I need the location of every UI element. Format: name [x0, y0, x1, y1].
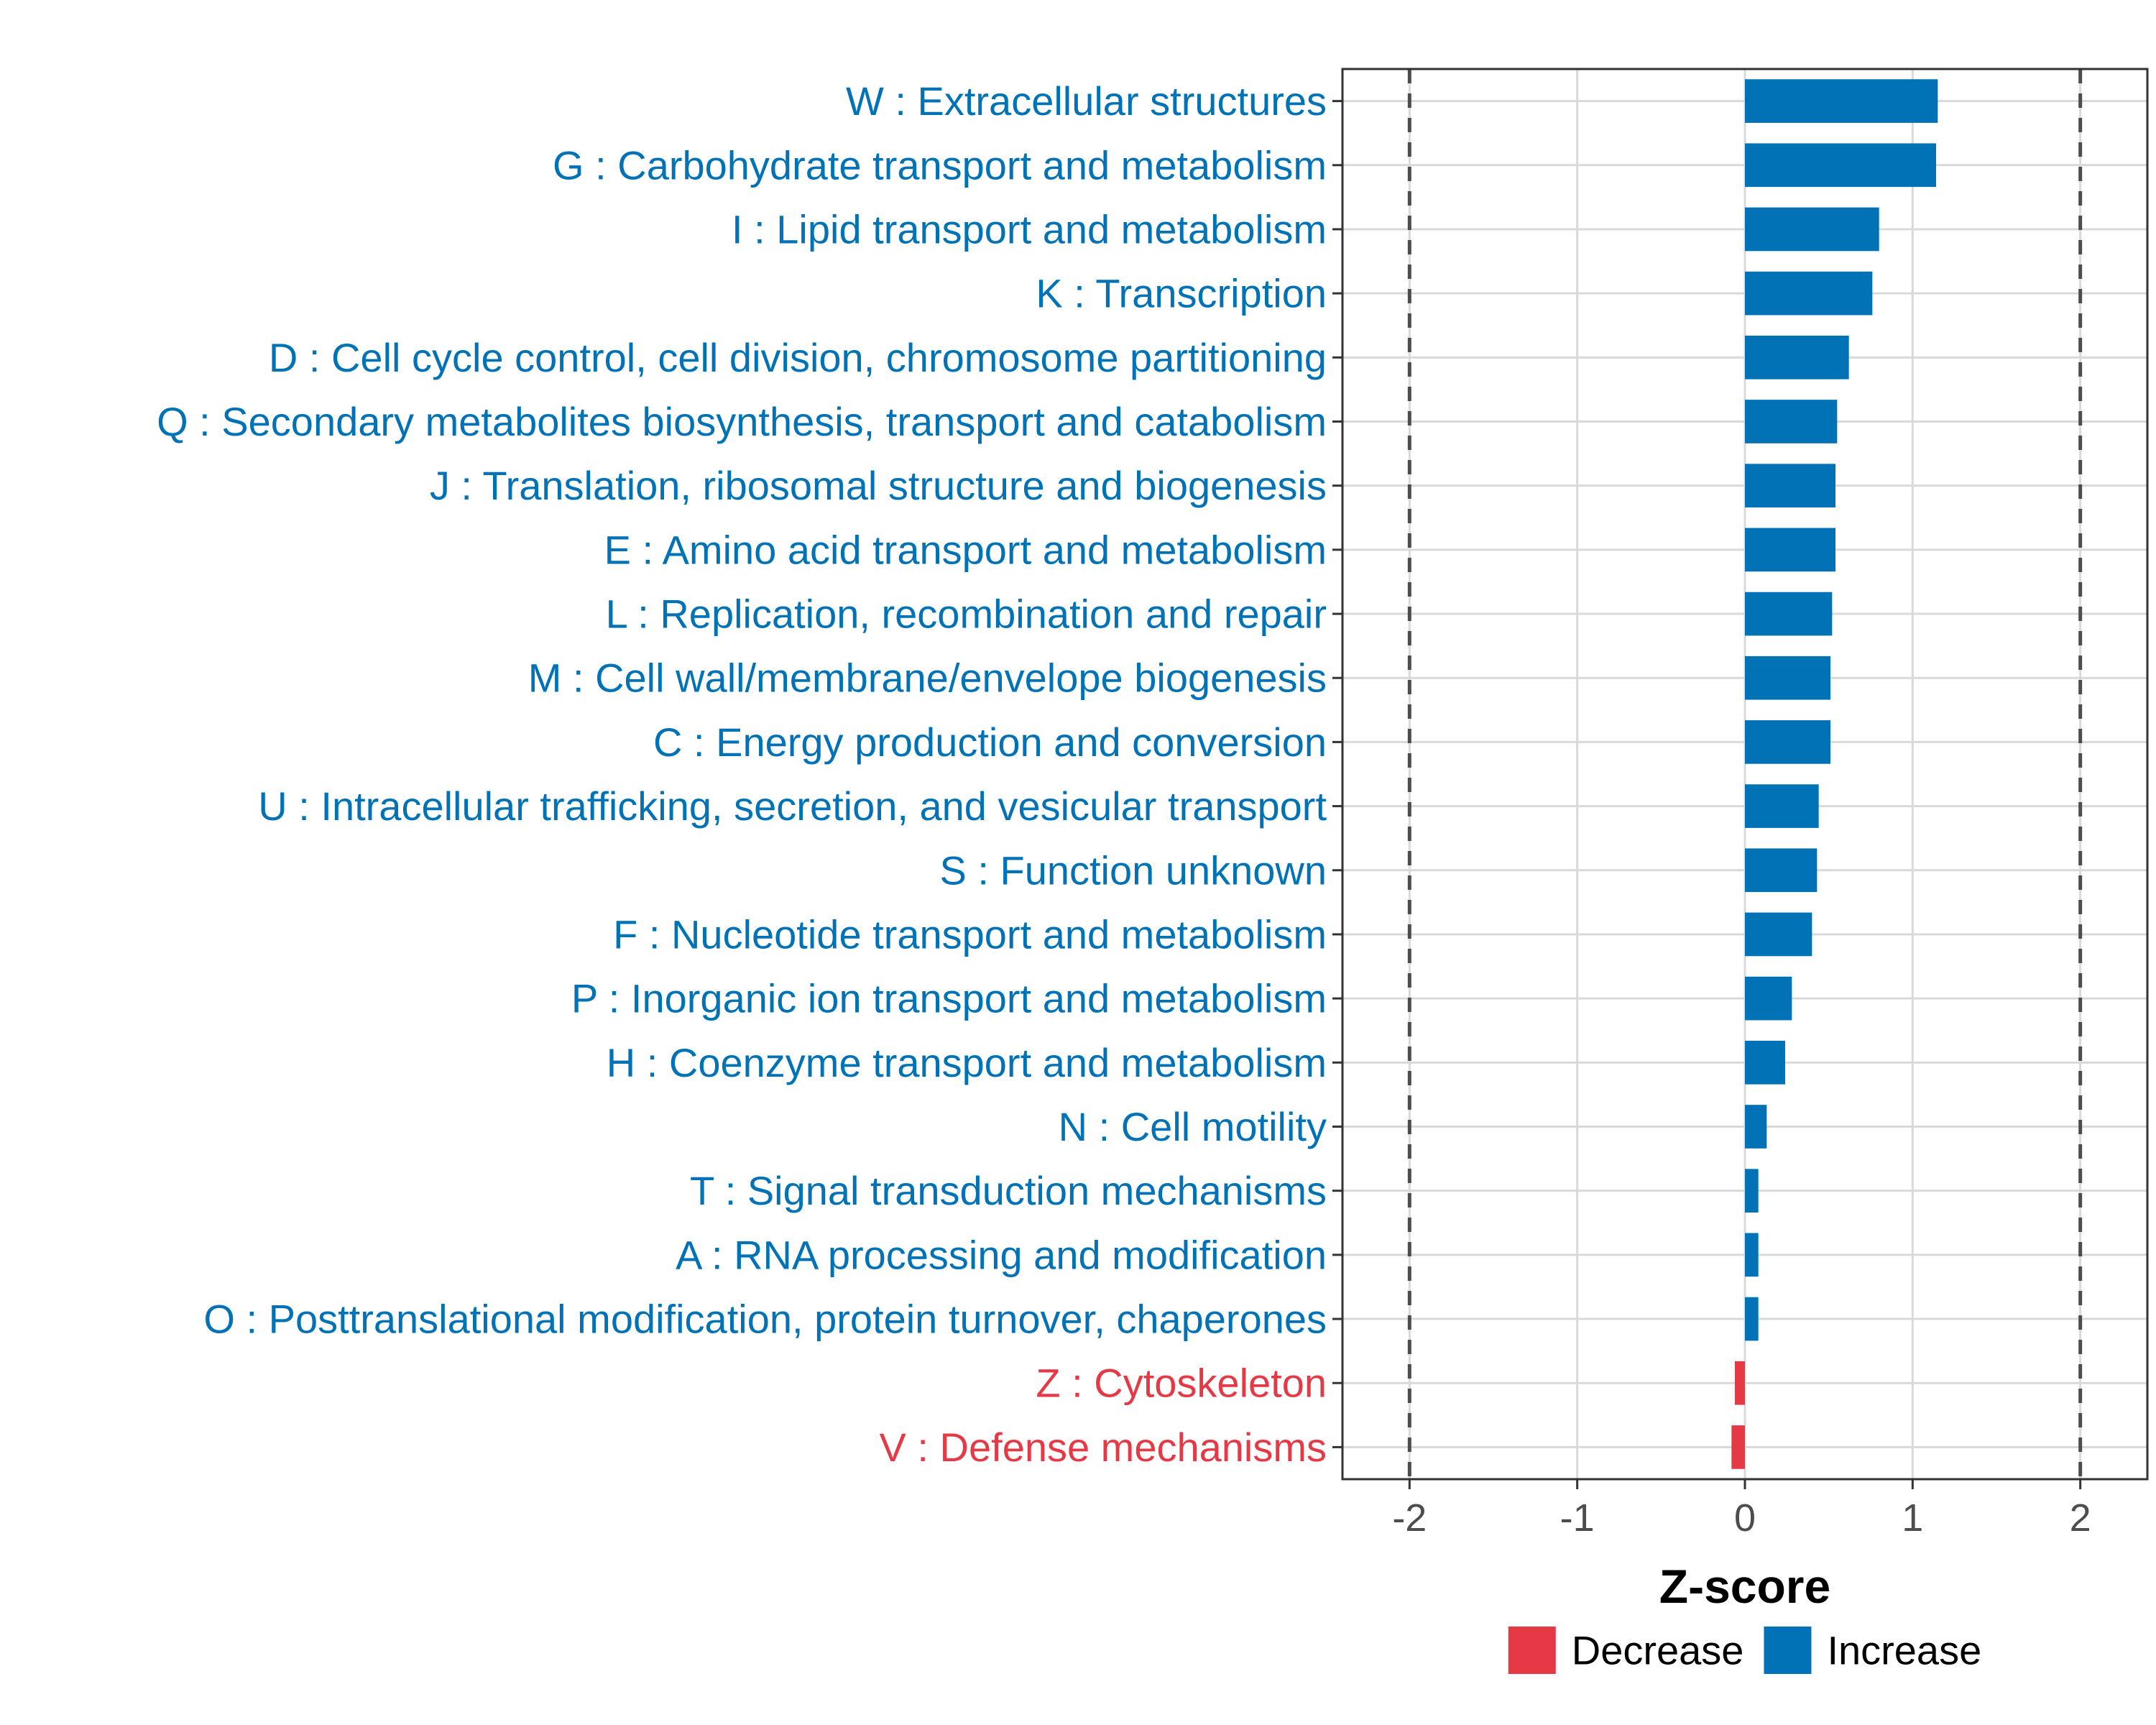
legend-key-decrease [1508, 1627, 1556, 1674]
bar [1745, 464, 1835, 508]
bar [1745, 207, 1879, 252]
category-label: W : Extracellular structures [846, 78, 1327, 124]
legend-label-decrease: Decrease [1572, 1628, 1744, 1673]
category-label: E : Amino acid transport and metabolism [604, 527, 1327, 572]
category-label: V : Defense mechanisms [880, 1425, 1327, 1470]
bar [1745, 592, 1833, 636]
x-tick-label: -1 [1560, 1496, 1595, 1540]
category-label: T : Signal transduction mechanisms [690, 1168, 1327, 1213]
category-label: Z : Cytoskeleton [1036, 1361, 1327, 1406]
category-label: N : Cell motility [1059, 1104, 1327, 1149]
category-label: U : Intracellular trafficking, secretion… [258, 783, 1327, 829]
x-tick-label: 0 [1734, 1496, 1756, 1540]
x-axis-ticks: -2 -1 0 1 2 [1392, 1479, 2091, 1540]
bar [1745, 1040, 1785, 1085]
bar [1735, 1361, 1745, 1405]
category-label: L : Replication, recombination and repai… [606, 592, 1327, 637]
y-axis-ticks [1332, 100, 1342, 1448]
y-axis-labels: W : Extracellular structures G : Carbohyd… [157, 78, 1327, 1470]
legend: Decrease Increase [1508, 1627, 1981, 1674]
category-label: D : Cell cycle control, cell division, c… [269, 335, 1327, 380]
bar [1745, 912, 1812, 957]
category-label: J : Translation, ribosomal structure and… [430, 463, 1327, 508]
bar [1745, 400, 1838, 443]
bar [1745, 143, 1936, 188]
category-label: K : Transcription [1036, 271, 1327, 316]
bar [1745, 720, 1830, 764]
bar [1745, 848, 1818, 893]
bar [1745, 976, 1792, 1021]
category-label: H : Coenzyme transport and metabolism [607, 1040, 1327, 1085]
bar [1745, 784, 1819, 828]
bar [1745, 335, 1849, 380]
x-tick-label: 1 [1902, 1496, 1923, 1540]
category-label: F : Nucleotide transport and metabolism [613, 911, 1327, 957]
category-label: Q : Secondary metabolites biosynthesis, … [157, 399, 1327, 444]
category-label: O : Posttranslational modification, prot… [203, 1297, 1327, 1342]
bar [1745, 1233, 1759, 1277]
x-tick-label: -2 [1392, 1496, 1427, 1540]
category-label: A : RNA processing and modification [676, 1232, 1327, 1277]
category-label: M : Cell wall/membrane/envelope biogenes… [528, 656, 1327, 701]
bar [1745, 528, 1835, 572]
category-label: C : Energy production and conversion [653, 719, 1327, 765]
bar [1745, 1169, 1759, 1213]
category-label: P : Inorganic ion transport and metaboli… [571, 976, 1327, 1021]
legend-label-increase: Increase [1827, 1628, 1981, 1673]
bar [1745, 271, 1873, 316]
legend-key-increase [1764, 1627, 1812, 1674]
category-label: G : Carbohydrate transport and metabolis… [553, 142, 1327, 188]
x-axis-title: Z-score [1659, 1560, 1830, 1613]
x-tick-label: 2 [2070, 1496, 2091, 1540]
bar [1745, 656, 1830, 700]
bar [1745, 1105, 1767, 1149]
bar-layer [1731, 79, 1938, 1469]
bar [1745, 79, 1938, 123]
category-label: S : Function unknown [939, 847, 1327, 893]
reference-line-layer [1407, 69, 2083, 1479]
category-label: I : Lipid transport and metabolism [732, 206, 1327, 252]
bar [1745, 1297, 1759, 1341]
bar [1731, 1425, 1745, 1469]
